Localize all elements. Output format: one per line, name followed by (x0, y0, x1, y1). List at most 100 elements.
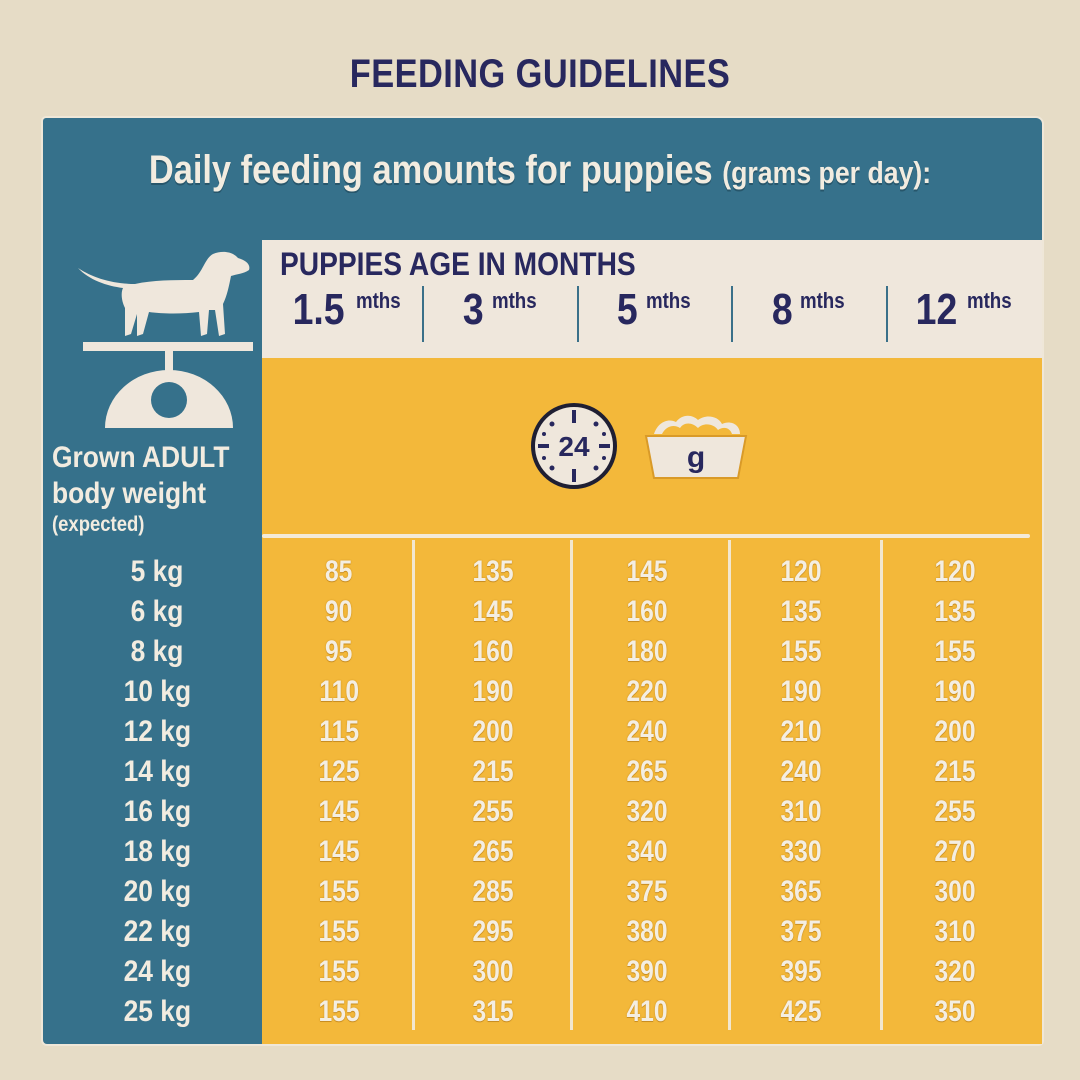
table-cell: 95 (325, 635, 353, 668)
weight-row: 20 kg (123, 875, 192, 908)
table-cell: 155 (780, 635, 822, 668)
table-cell: 220 (626, 675, 668, 708)
age-number: 12 (915, 285, 958, 334)
table-cell: 390 (626, 955, 668, 988)
label-line: Grown ADULT (52, 441, 230, 474)
age-header-cell: 5 mths (579, 284, 731, 344)
table-cell: 240 (626, 715, 668, 748)
table-cell: 265 (626, 755, 668, 788)
table-cell: 85 (325, 555, 353, 588)
age-header-band (262, 240, 1042, 358)
age-header-row: 1.5 mths 3 mths 5 mths 8 mths 12 mths (270, 284, 1040, 344)
table-cell: 265 (472, 835, 514, 868)
table-cell: 155 (934, 635, 976, 668)
table-cell: 145 (318, 835, 360, 868)
table-cell: 315 (472, 995, 514, 1028)
table-cell: 300 (472, 955, 514, 988)
table-cell: 240 (780, 755, 822, 788)
value-column-3-mths: 135 145 160 190 200 215 255 265 285 295 … (416, 552, 570, 1032)
table-cell: 270 (934, 835, 976, 868)
table-cell: 425 (780, 995, 822, 1028)
table-cell: 120 (934, 555, 976, 588)
age-unit: mths (800, 288, 845, 313)
table-cell: 190 (934, 675, 976, 708)
table-cell: 255 (934, 795, 976, 828)
table-cell: 135 (780, 595, 822, 628)
subtitle-main: Daily feeding amounts for puppies (148, 148, 713, 192)
table-cell: 380 (626, 915, 668, 948)
weight-row: 16 kg (123, 795, 192, 828)
table-cell: 145 (472, 595, 514, 628)
table-cell: 145 (318, 795, 360, 828)
dog-on-scale-icon (78, 251, 253, 428)
weight-row: 24 kg (123, 955, 192, 988)
svg-text:24: 24 (558, 431, 590, 462)
age-header-cell: 12 mths (888, 284, 1040, 344)
weight-row: 25 kg (123, 995, 192, 1028)
weight-row: 10 kg (123, 675, 192, 708)
age-unit: mths (645, 288, 691, 313)
table-cell: 395 (780, 955, 822, 988)
table-cell: 285 (472, 875, 514, 908)
table-cell: 155 (318, 955, 360, 988)
column-divider (885, 286, 888, 342)
table-cell: 120 (780, 555, 822, 588)
age-number: 3 (462, 285, 484, 334)
table-cell: 295 (472, 915, 514, 948)
weight-row: 8 kg (131, 635, 184, 668)
column-divider (570, 540, 573, 1030)
value-column-12-mths: 120 135 155 190 200 215 255 270 300 310 … (878, 552, 1032, 1032)
table-cell: 90 (325, 595, 353, 628)
age-unit: mths (355, 288, 401, 313)
table-cell: 135 (472, 555, 514, 588)
table-cell: 200 (472, 715, 514, 748)
table-cell: 215 (472, 755, 514, 788)
table-cell: 375 (780, 915, 822, 948)
table-cell: 190 (472, 675, 514, 708)
table-cell: 155 (318, 915, 360, 948)
food-bowl-grams-icon: g (644, 415, 748, 479)
column-divider (412, 540, 415, 1030)
weight-row: 6 kg (131, 595, 184, 628)
units-icons: 24 g (530, 400, 760, 496)
table-cell: 330 (780, 835, 822, 868)
table-cell: 155 (318, 875, 360, 908)
table-subtitle: Daily feeding amounts for puppies (grams… (76, 148, 1005, 193)
weight-column: Grown ADULT body weight (expected) (43, 240, 262, 1044)
clock-24h-icon: 24 (531, 403, 617, 489)
label-line: (expected) (52, 513, 145, 536)
table-cell: 410 (626, 995, 668, 1028)
page-title: FEEDING GUIDELINES (349, 52, 731, 96)
subtitle-unit: (grams per day): (722, 155, 932, 190)
column-divider (422, 286, 425, 342)
table-cell: 320 (934, 955, 976, 988)
column-divider (880, 540, 883, 1030)
weight-row: 18 kg (123, 835, 192, 868)
table-cell: 145 (626, 555, 668, 588)
table-cell: 255 (472, 795, 514, 828)
table-cell: 155 (318, 995, 360, 1028)
table-cell: 375 (626, 875, 668, 908)
value-column-5-mths: 145 160 180 220 240 265 320 340 375 380 … (570, 552, 724, 1032)
age-header-cell: 1.5 mths (270, 284, 422, 344)
table-cell: 180 (626, 635, 668, 668)
age-header-cell: 3 mths (424, 284, 576, 344)
table-cell: 320 (626, 795, 668, 828)
svg-text:g: g (687, 441, 705, 474)
age-number: 5 (617, 285, 639, 334)
weight-row: 14 kg (123, 755, 192, 788)
weight-list: 5 kg 6 kg 8 kg 10 kg 12 kg 14 kg 16 kg 1… (43, 552, 262, 1032)
weight-row: 22 kg (123, 915, 192, 948)
age-header-cell: 8 mths (733, 284, 885, 344)
column-divider (731, 286, 734, 342)
table-cell: 125 (318, 755, 360, 788)
column-divider (728, 540, 731, 1030)
label-line: body weight (52, 477, 206, 510)
table-cell: 350 (934, 995, 976, 1028)
table-cell: 115 (319, 715, 359, 748)
table-cell: 160 (472, 635, 514, 668)
weight-row: 5 kg (131, 555, 184, 588)
weight-column-label: Grown ADULT body weight (expected) (52, 440, 254, 538)
table-cell: 340 (626, 835, 668, 868)
feeding-values-grid: 85 90 95 110 115 125 145 145 155 155 155… (262, 552, 1032, 1032)
